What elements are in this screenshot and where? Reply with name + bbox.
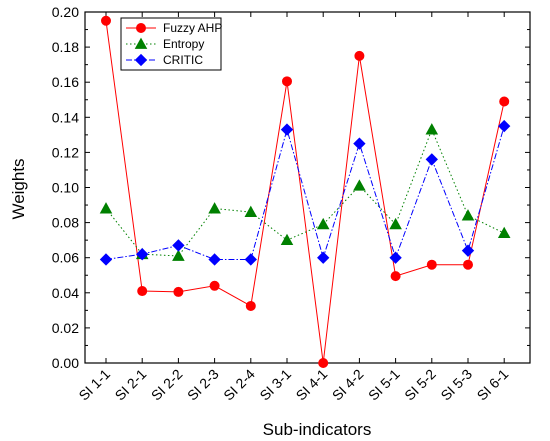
data-point-entropy [389,217,402,230]
y-tick-label: 0.20 [52,4,79,20]
x-axis-title: Sub-indicators [263,420,372,439]
data-point-entropy [244,205,258,217]
y-tick-label: 0.12 [52,144,79,160]
x-tick-label: SI 6-1 [474,366,512,404]
data-point-critic [99,253,113,266]
y-tick-label: 0.00 [52,355,79,371]
data-point-entropy [353,179,366,191]
y-tick-label: 0.04 [52,285,79,301]
data-point-fuzzy-ahp [137,286,148,297]
y-tick-label: 0.08 [52,215,79,231]
data-point-entropy [208,202,221,214]
axes: 0.00 0.02 0.04 0.06 0.08 0.10 0.12 0.14 0.16 0.18… [52,4,531,404]
x-tick-label: SI 4-1 [293,366,331,404]
data-point-fuzzy-ahp [462,259,473,270]
y-tick-label: 0.10 [52,180,79,196]
y-tick-label: 0.14 [52,109,79,125]
x-tick-label: SI 1-1 [75,366,113,404]
data-point-entropy [461,209,475,221]
series-line-fuzzy-ahp [105,20,505,364]
y-tick-label: 0.02 [52,320,79,336]
y-tick-label: 0.16 [52,74,79,90]
data-point-entropy [280,233,294,246]
legend-marker-fuzzy-ahp [135,22,146,33]
data-point-entropy [316,217,330,230]
data-point-critic [461,244,475,257]
x-tick-label: SI 4-2 [329,366,367,404]
x-tick-label: SI 2-4 [220,366,258,404]
x-tick-label: SI 2-1 [112,366,150,404]
data-point-critic [136,248,149,261]
data-point-critic [244,253,257,266]
x-tick-label: SI 5-3 [437,366,475,404]
legend-label: Fuzzy AHP [163,21,222,35]
legend: Fuzzy AHP Entropy CRITIC [120,17,222,71]
data-point-critic [172,239,185,252]
legend-label: Entropy [163,37,204,51]
data-point-fuzzy-ahp [318,357,329,368]
data-point-fuzzy-ahp [101,15,112,26]
data-point-fuzzy-ahp [209,280,220,291]
x-tick-label: SI 5-2 [401,366,439,404]
y-tick-label: 0.06 [52,250,79,266]
data-point-fuzzy-ahp [173,286,184,297]
x-tick-label: SI 2-2 [148,366,186,404]
data-point-critic [208,253,221,266]
data-point-critic [498,119,511,133]
x-tick-label: SI 5-1 [365,366,403,404]
data-point-critic [353,137,366,150]
data-point-fuzzy-ahp [390,271,401,282]
data-point-fuzzy-ahp [354,50,365,61]
data-point-critic [389,251,402,264]
series-lines [105,20,505,364]
data-point-entropy [99,202,113,214]
x-tick-label: SI 3-1 [256,366,294,404]
y-tick-label: 0.18 [52,39,79,55]
series-markers [99,15,511,368]
legend-marker-entropy [134,37,148,49]
data-point-critic [280,123,294,136]
data-point-entropy [172,249,185,261]
series-line-entropy [105,128,505,257]
data-point-entropy [425,123,439,135]
data-point-fuzzy-ahp [245,300,256,311]
data-point-fuzzy-ahp [281,76,292,87]
data-point-entropy [497,226,511,239]
series-line-critic [105,125,505,260]
data-point-critic [425,153,438,166]
x-tick-label: SI 2-3 [184,366,222,404]
y-axis-title: Weights [9,158,28,219]
legend-marker-critic [134,53,148,67]
data-point-fuzzy-ahp [426,259,437,270]
legend-label: CRITIC [163,53,203,67]
data-point-fuzzy-ahp [499,96,510,107]
data-point-critic [317,251,330,264]
